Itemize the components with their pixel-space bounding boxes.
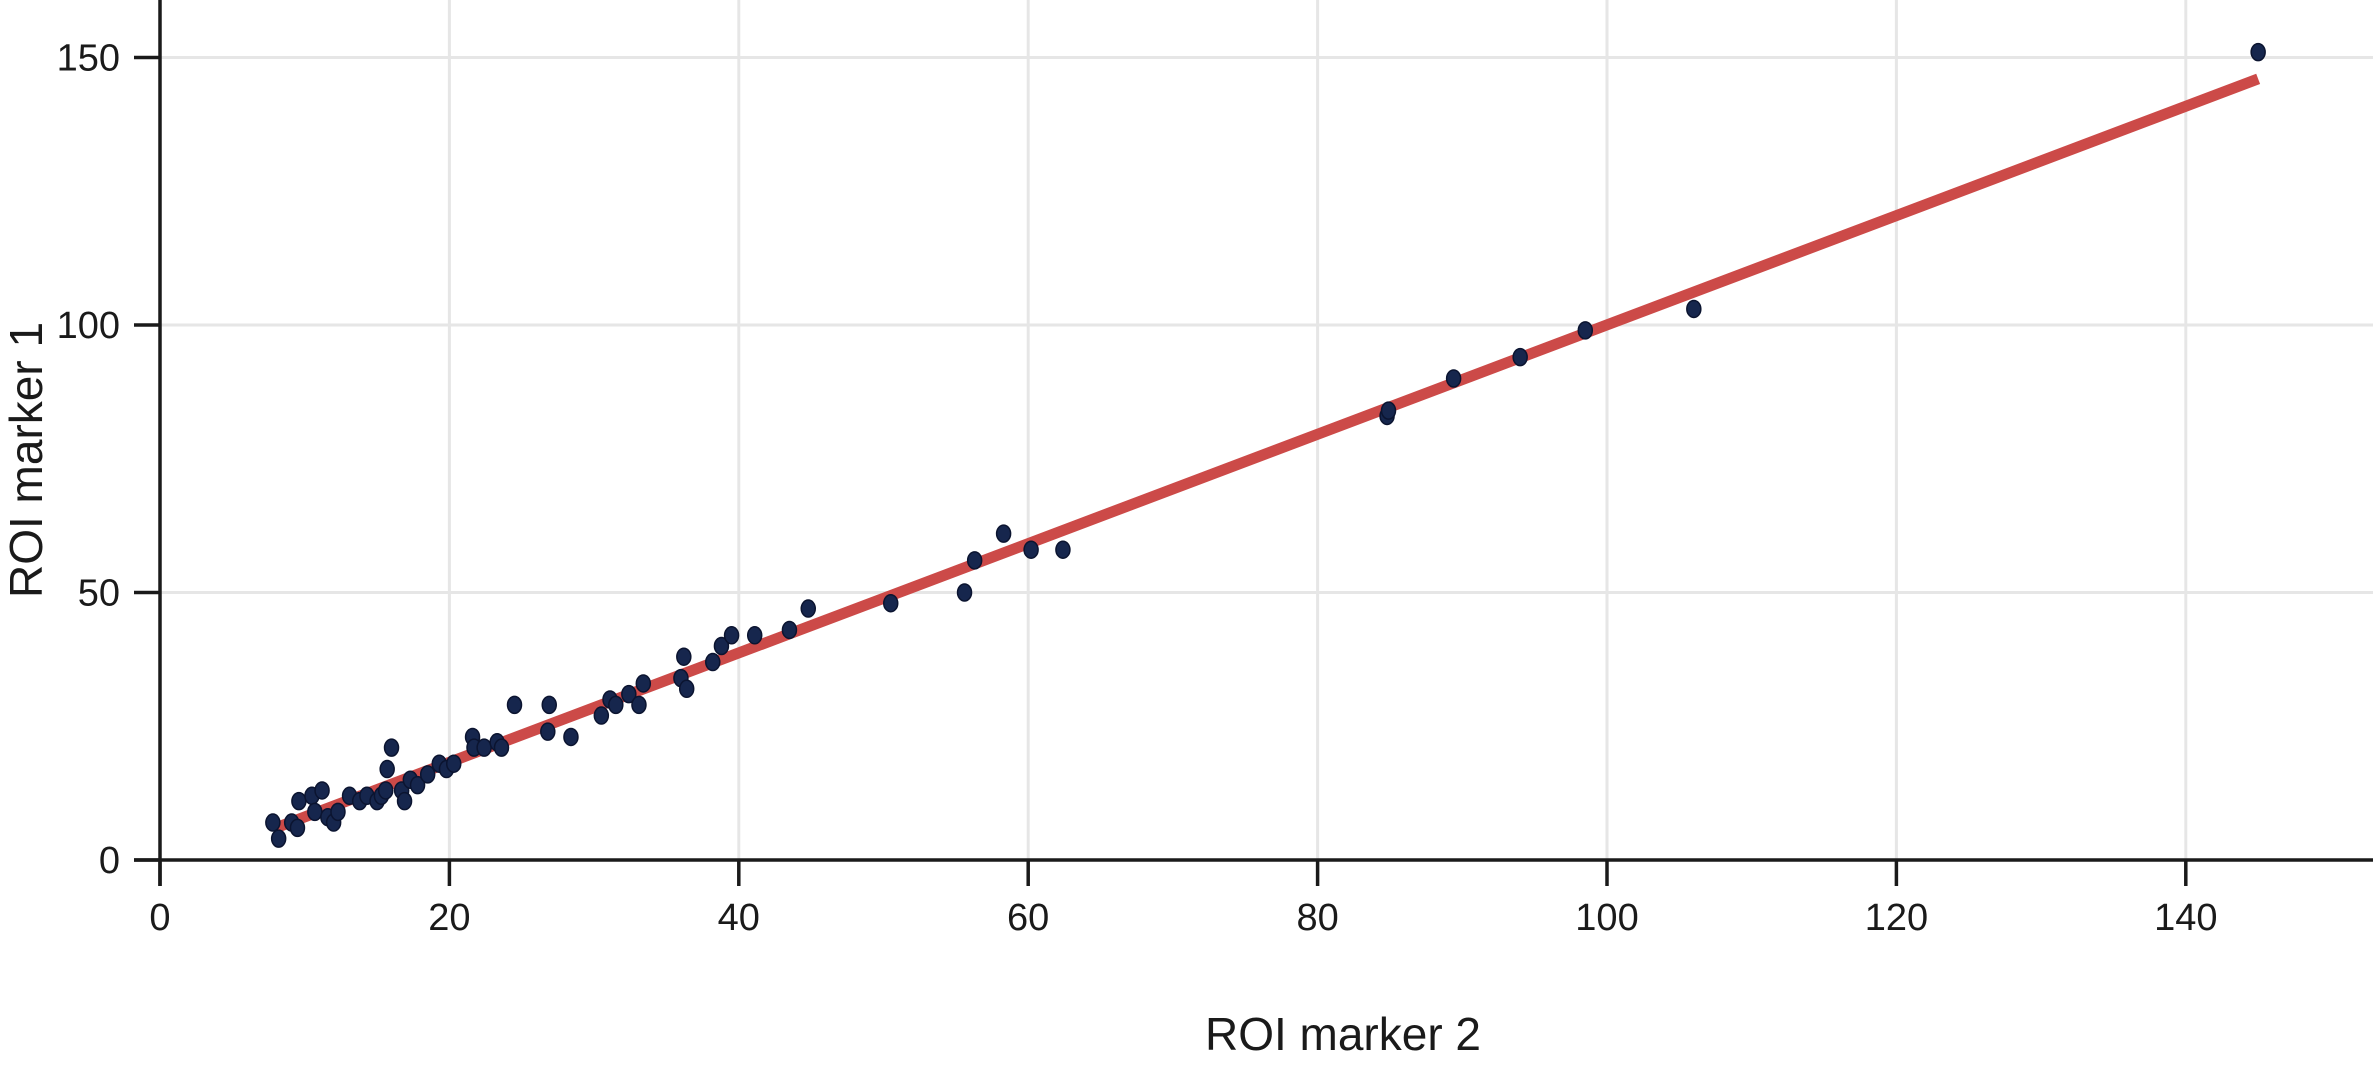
- data-point: [1686, 299, 1702, 319]
- data-point: [270, 829, 287, 848]
- axis-layer: [134, 0, 2373, 886]
- point-layer: [265, 42, 2266, 848]
- data-point: [476, 738, 492, 757]
- y-tick-label: 0: [99, 840, 120, 882]
- data-point: [631, 695, 647, 715]
- data-point: [330, 802, 346, 822]
- x-tick-label: 60: [1007, 897, 1049, 939]
- data-point: [676, 647, 692, 666]
- data-point: [723, 626, 740, 645]
- data-point: [1445, 369, 1462, 388]
- y-tick-label: 50: [78, 573, 120, 615]
- data-point: [635, 674, 652, 693]
- data-point: [307, 802, 323, 822]
- data-point: [314, 781, 330, 800]
- data-point: [800, 599, 817, 618]
- data-point: [419, 765, 436, 784]
- data-point: [1380, 401, 1397, 420]
- data-point: [383, 738, 400, 757]
- data-point: [746, 626, 763, 645]
- data-point: [493, 738, 510, 757]
- data-point: [563, 727, 579, 747]
- y-tick-label: 100: [57, 305, 120, 347]
- data-point: [265, 813, 281, 832]
- data-point: [956, 583, 973, 602]
- data-point: [593, 706, 610, 725]
- data-point: [608, 695, 624, 715]
- data-point: [377, 781, 394, 800]
- data-point: [396, 791, 413, 811]
- data-point: [409, 775, 426, 795]
- x-tick-label: 20: [428, 897, 470, 939]
- data-point: [1512, 347, 1528, 367]
- data-point: [540, 722, 556, 741]
- data-point: [966, 551, 983, 570]
- data-point: [621, 684, 637, 704]
- data-point: [291, 791, 307, 811]
- y-axis-title: ROI marker 1: [0, 322, 52, 598]
- data-point: [678, 679, 695, 699]
- data-point: [882, 593, 899, 613]
- x-axis-title: ROI marker 2: [1205, 1008, 1481, 1060]
- data-point: [1055, 540, 1071, 559]
- tick-label-layer: 0 20 40 60 80 100 120 140 0 50 100 150: [57, 38, 2218, 940]
- x-tick-label: 80: [1296, 897, 1338, 939]
- regression-line: [273, 73, 2261, 834]
- data-point: [445, 754, 462, 773]
- data-point: [1023, 540, 1039, 559]
- y-tick-label: 150: [57, 38, 120, 80]
- data-point: [541, 695, 557, 715]
- data-point: [1577, 321, 1594, 340]
- x-tick-label: 40: [718, 897, 760, 939]
- data-point: [2250, 42, 2266, 62]
- x-tick-label: 100: [1575, 897, 1638, 939]
- data-point: [289, 818, 306, 838]
- x-tick-label: 120: [1865, 897, 1928, 939]
- data-point: [705, 652, 721, 672]
- fit-line-layer: [273, 73, 2261, 834]
- data-point: [506, 695, 523, 715]
- grid-layer: [158, 0, 2373, 862]
- x-tick-label: 140: [2154, 897, 2217, 939]
- x-tick-label: 0: [149, 897, 170, 939]
- data-point: [379, 759, 395, 779]
- data-point: [713, 636, 730, 656]
- data-point: [781, 620, 798, 640]
- data-point: [995, 524, 1012, 543]
